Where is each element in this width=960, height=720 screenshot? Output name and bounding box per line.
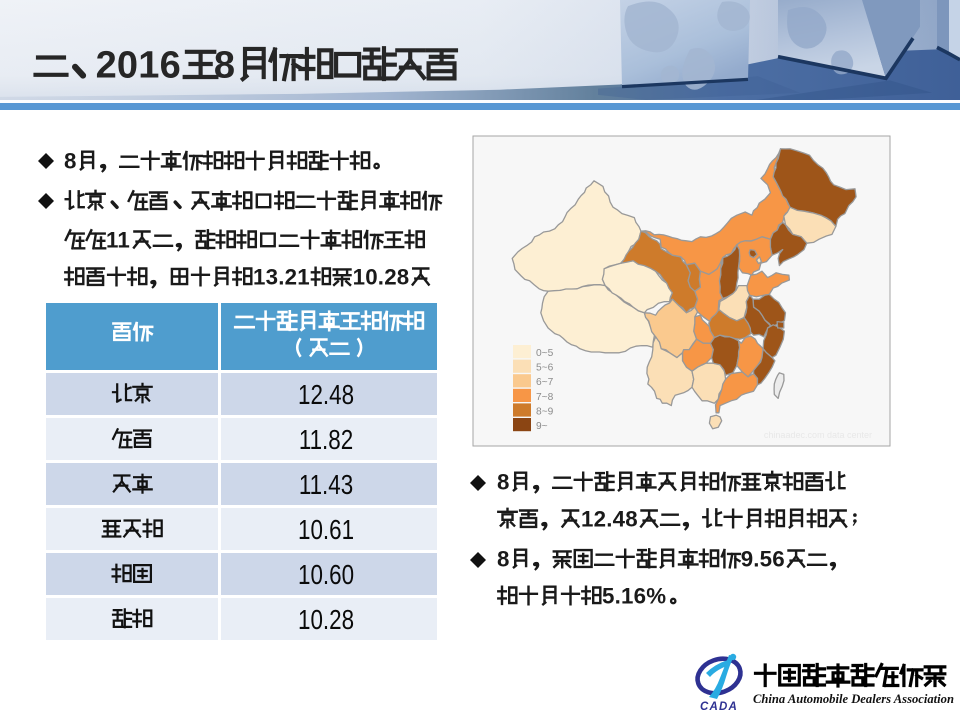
svg-text:8: 8 [64, 148, 77, 173]
svg-text:11.82: 11.82 [299, 425, 353, 456]
svg-text:chinaadec.com data center: chinaadec.com data center [764, 430, 872, 440]
svg-text:11.43: 11.43 [299, 470, 353, 501]
svg-text:10.28: 10.28 [298, 605, 354, 636]
svg-text:2016: 2016 [96, 45, 181, 87]
svg-text:10.61: 10.61 [298, 515, 354, 546]
svg-text:8: 8 [497, 469, 510, 494]
svg-text:China Automobile Dealers Assoc: China Automobile Dealers Association [753, 692, 954, 706]
svg-text:5.16%: 5.16% [602, 583, 666, 608]
svg-text:8: 8 [497, 546, 510, 571]
svg-text:9~: 9~ [536, 421, 548, 432]
svg-text:7~8: 7~8 [536, 392, 554, 403]
svg-text:5~6: 5~6 [536, 363, 554, 374]
svg-text:12.48: 12.48 [581, 506, 638, 531]
svg-text:6~7: 6~7 [536, 377, 554, 388]
svg-text:10.60: 10.60 [298, 560, 354, 591]
svg-text:0~5: 0~5 [536, 348, 554, 359]
svg-text:8~9: 8~9 [536, 406, 554, 417]
svg-text:CADA: CADA [700, 701, 738, 713]
svg-text:12.48: 12.48 [298, 380, 354, 411]
svg-text:8: 8 [214, 45, 235, 87]
svg-text:11: 11 [106, 227, 130, 252]
svg-text:10.28: 10.28 [353, 264, 410, 289]
svg-text:13.21: 13.21 [253, 264, 310, 289]
svg-text:9.56: 9.56 [741, 546, 785, 571]
